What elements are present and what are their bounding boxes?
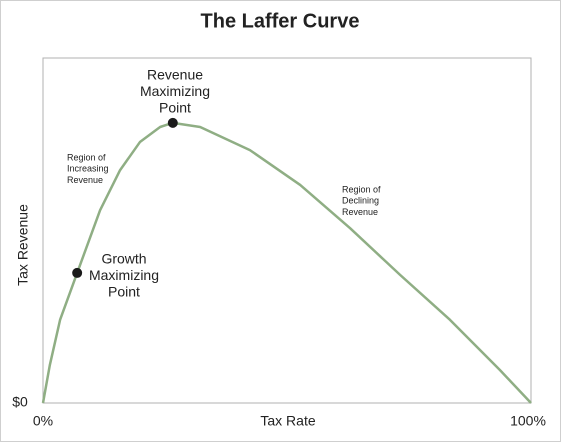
point-label: Growth: [101, 251, 146, 267]
region-annotation: Region of: [342, 184, 381, 194]
x-tick-label: 0%: [33, 413, 53, 429]
region-annotation: Revenue: [342, 207, 378, 217]
point-label: Maximizing: [140, 83, 210, 99]
point-label: Revenue: [147, 67, 203, 83]
point-label: Point: [108, 284, 140, 300]
region-annotation: Revenue: [67, 175, 103, 185]
region-annotation: Region of: [67, 152, 106, 162]
y-tick-label: $0: [12, 394, 28, 410]
point-label: Point: [159, 100, 191, 116]
point-label: Maximizing: [89, 267, 159, 283]
y-axis-label: Tax Revenue: [15, 204, 31, 286]
x-axis-label: Tax Rate: [260, 413, 315, 429]
chart-title: The Laffer Curve: [201, 10, 360, 32]
region-annotation: Declining: [342, 196, 379, 206]
key-point: [167, 117, 178, 128]
key-point: [72, 267, 83, 278]
region-annotation: Increasing: [67, 164, 109, 174]
x-tick-label: 100%: [510, 413, 546, 429]
plot-area: [42, 57, 532, 404]
